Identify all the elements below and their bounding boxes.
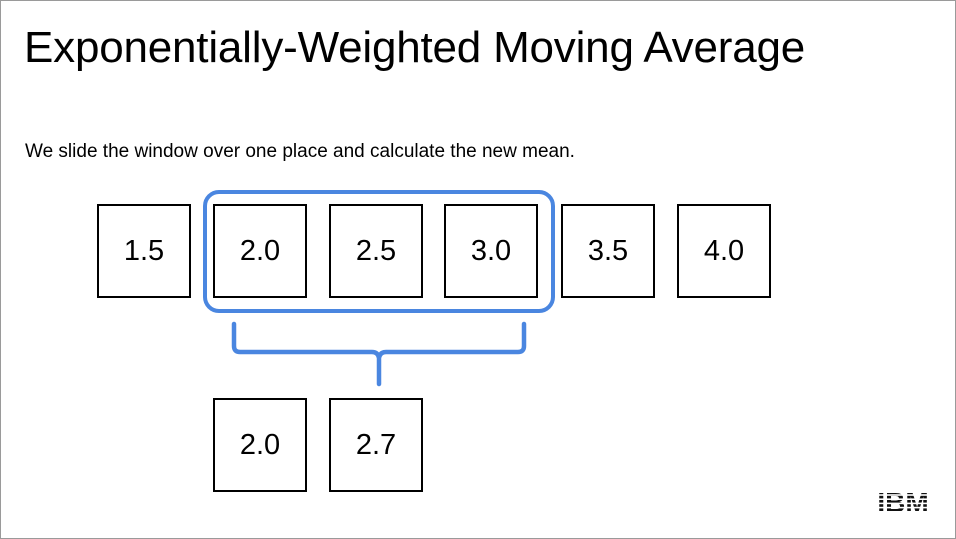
sliding-window-highlight — [203, 190, 555, 313]
ibm-logo-text: IBM — [877, 487, 928, 517]
result-cell-1: 2.0 — [213, 398, 307, 492]
slide-subtitle: We slide the window over one place and c… — [25, 141, 575, 162]
sequence-cell-2: 2.0 — [213, 204, 307, 298]
sequence-cell-3: 2.5 — [329, 204, 423, 298]
sequence-cell-5: 3.5 — [561, 204, 655, 298]
result-cell-2: 2.7 — [329, 398, 423, 492]
sequence-cell-6: 4.0 — [677, 204, 771, 298]
slide-title: Exponentially-Weighted Moving Average — [24, 23, 806, 72]
ibm-logo-icon: IBM — [877, 487, 928, 517]
sequence-cell-1: 1.5 — [97, 204, 191, 298]
window-brace — [231, 321, 527, 387]
sequence-cell-4: 3.0 — [444, 204, 538, 298]
